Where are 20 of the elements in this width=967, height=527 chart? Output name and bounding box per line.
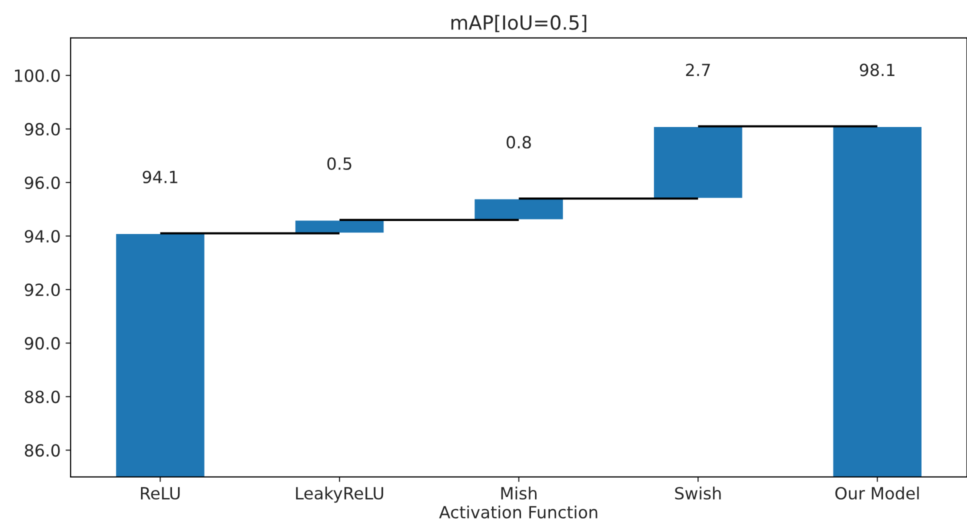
y-tick-label: 92.0 [24,284,60,296]
y-tick-label: 96.0 [24,176,60,190]
data-label: 2.7 [686,64,710,76]
y-tick-label: 86.0 [24,444,60,457]
data-label: 0.5 [327,157,352,170]
x-tick-label: ReLU [141,487,180,500]
y-tick-label: 98.0 [24,122,60,136]
x-tick-label: Our Model [835,486,919,500]
y-tick-label: 88.0 [24,390,60,404]
data-label: 98.1 [860,64,894,76]
data-label: 0.8 [506,136,531,149]
x-tick-label: LeakyReLU [296,486,384,503]
x-tick-label: Mish [501,486,537,500]
x-tick-label: Swish [675,486,721,500]
y-tick-label: 100.0 [14,69,60,82]
y-tick-label: 90.0 [24,337,60,350]
data-label: 94.1 [142,170,178,184]
x-axis-title: Activation Function [439,506,598,518]
chart-title: mAP[IoU=0.5] [451,14,586,32]
y-tick-label: 94.0 [24,230,60,243]
